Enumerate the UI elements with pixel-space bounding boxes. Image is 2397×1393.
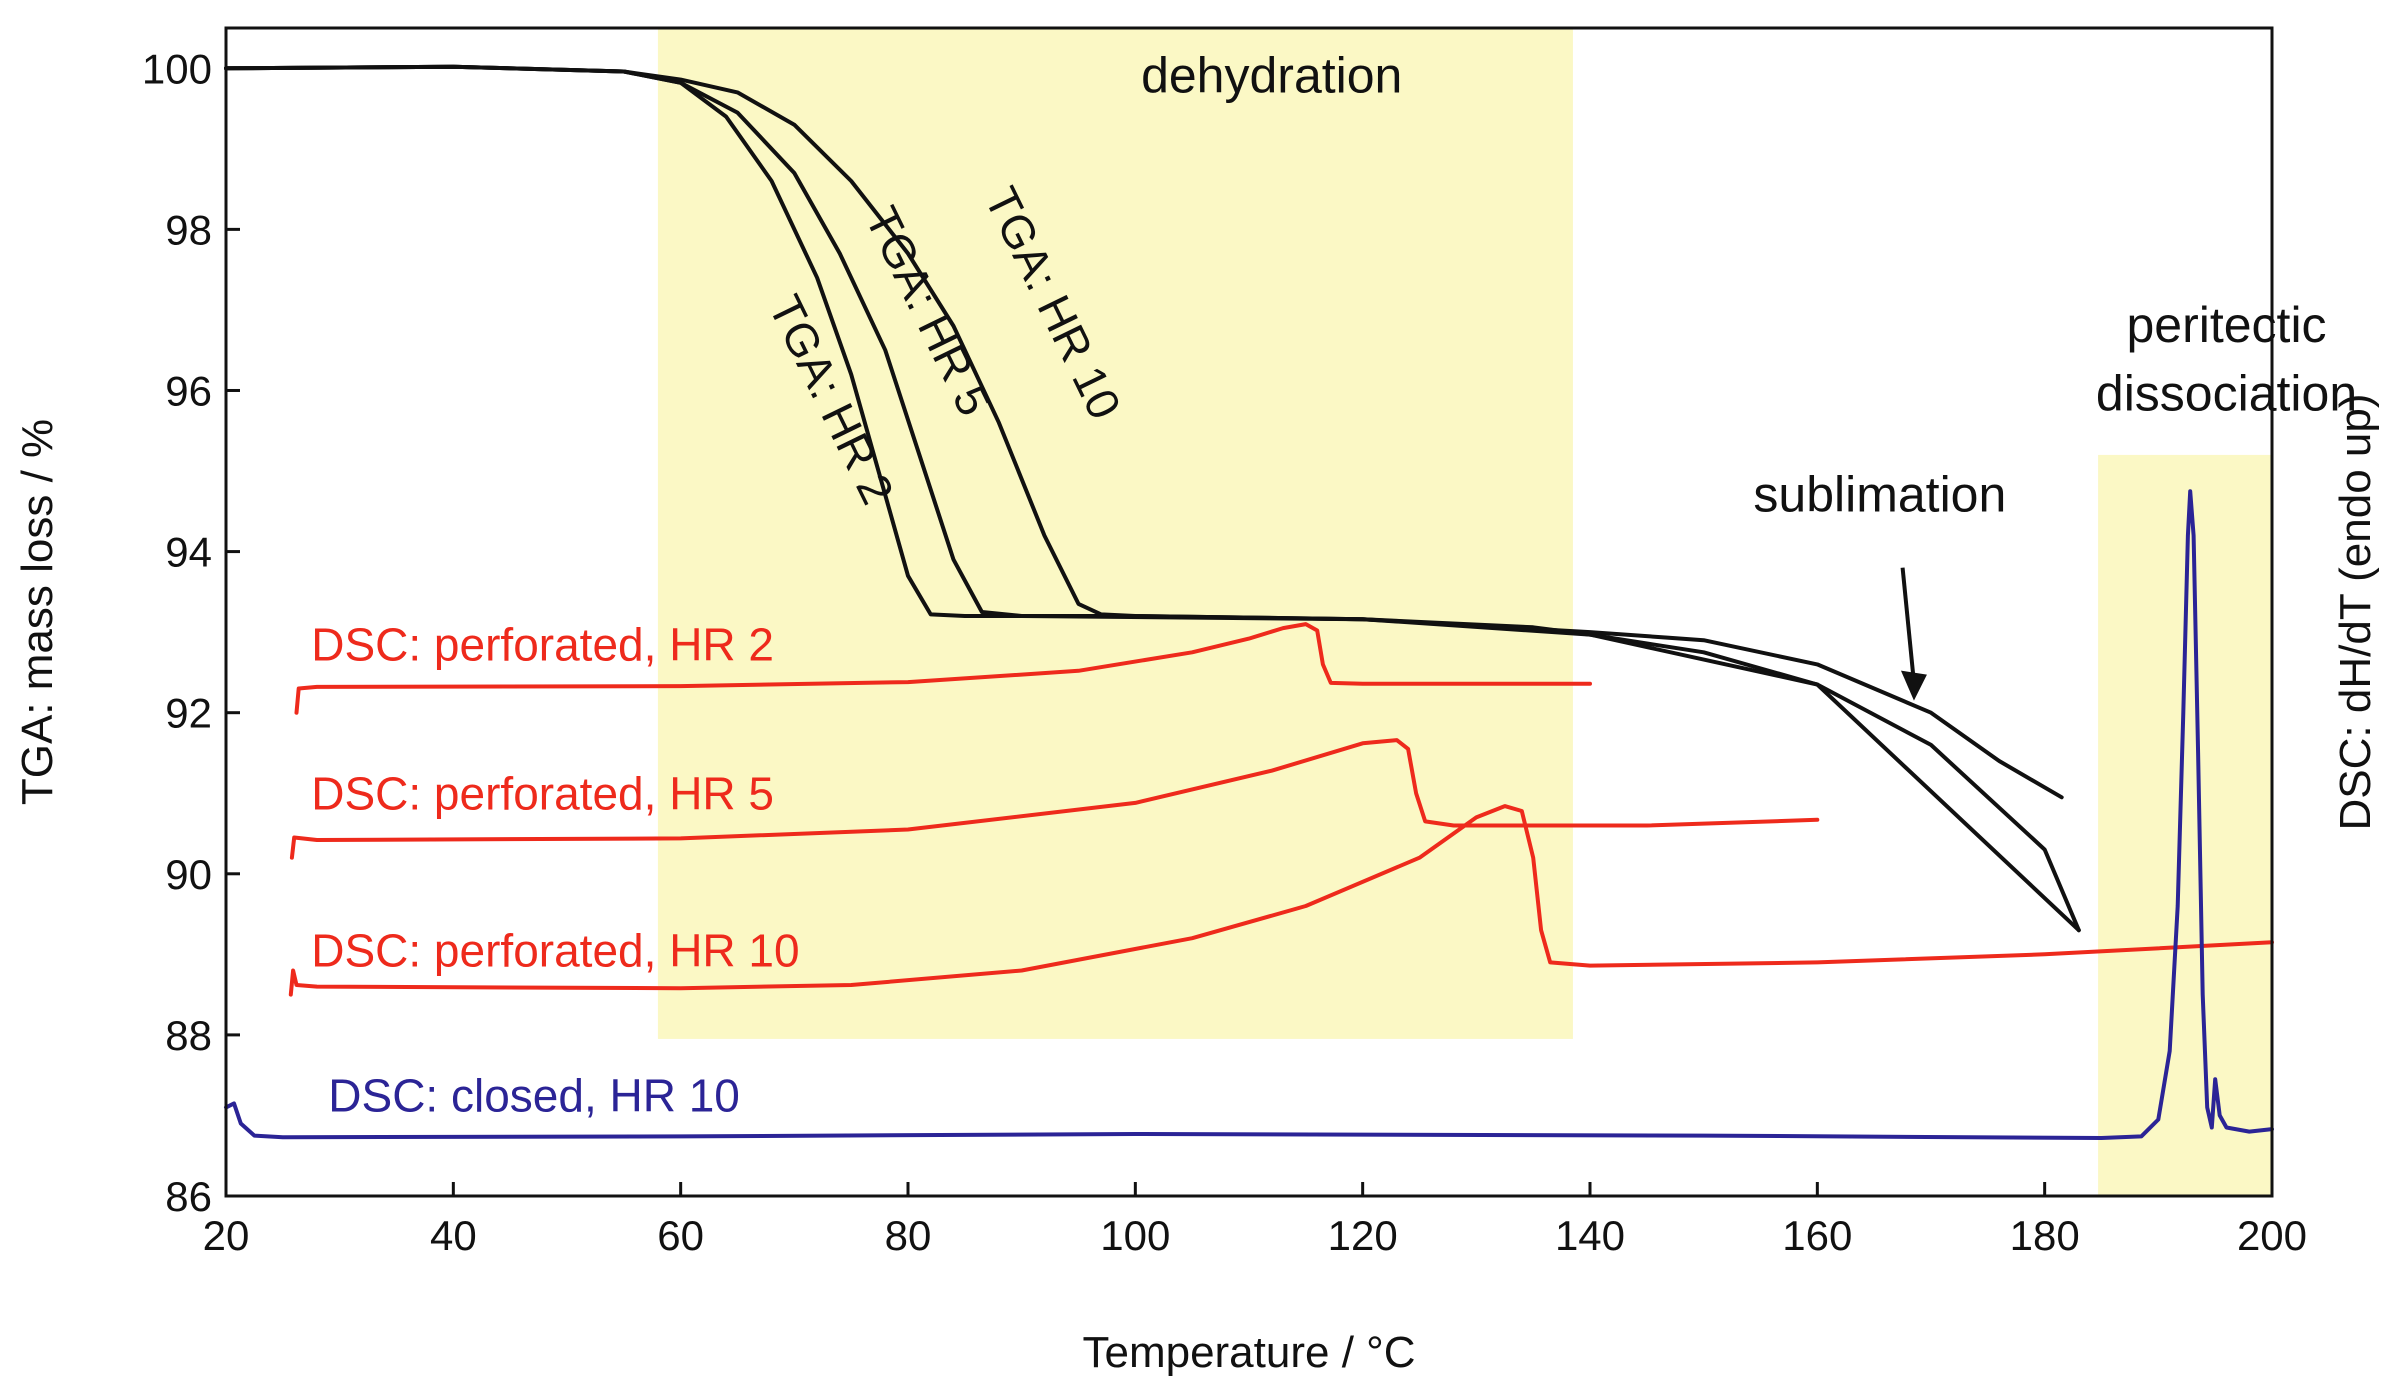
x-tick-label: 40: [430, 1212, 477, 1259]
annotation-peritectic: peritectic: [2126, 297, 2326, 353]
series-line-tga-hr-2: [224, 64, 2081, 933]
annotations: dehydration peritectic dissociation sublima…: [1141, 47, 2357, 701]
series-line-dsc-closed-hr-10: [224, 489, 2274, 1140]
plot-frame: [224, 26, 2274, 1198]
annotation-dehydration: dehydration: [1141, 47, 1402, 103]
y-tick-label: 86: [165, 1173, 212, 1220]
y-tick-label: 94: [165, 529, 212, 576]
x-axis: 20 40 60 80 100 120 140 160 180 200: [203, 1182, 2307, 1259]
x-tick-label: 180: [2010, 1212, 2080, 1259]
series-line-dsc-perforated-hr-5: [289, 738, 1820, 860]
series-label-dsc-perforated-hr-2: DSC: perforated, HR 2: [311, 618, 774, 670]
shaded-regions: [657, 28, 2272, 1196]
series-label-dsc-closed-hr-10: DSC: closed, HR 10: [328, 1069, 740, 1121]
x-tick-label: 100: [1100, 1212, 1170, 1259]
arrow-head-icon: [1900, 670, 1927, 701]
series-line-dsc-perforated-hr-10: [288, 804, 2274, 997]
y-tick-label: 98: [165, 206, 212, 253]
series-line-dsc-perforated-hr-2: [294, 622, 1592, 715]
y-tick-label: 96: [165, 367, 212, 414]
y-axis: 86 88 90 92 94 96 98 100: [142, 45, 240, 1220]
x-tick-label: 80: [885, 1212, 932, 1259]
x-tick-label: 120: [1328, 1212, 1398, 1259]
y-tick-label: 90: [165, 851, 212, 898]
shaded-region-dehydration: [657, 28, 1573, 1039]
y-tick-label: 100: [142, 45, 212, 92]
data-series: [224, 64, 2274, 1140]
x-tick-label: 20: [203, 1212, 250, 1259]
y-tick-label: 92: [165, 690, 212, 737]
series-label-dsc-perforated-hr-10: DSC: perforated, HR 10: [311, 924, 799, 976]
x-axis-title: Temperature / °C: [1082, 1328, 1415, 1377]
arrow-shaft: [1900, 567, 1916, 683]
x-tick-label: 140: [1555, 1212, 1625, 1259]
x-tick-label: 60: [657, 1212, 704, 1259]
y-axis-title-left: TGA: mass loss / %: [13, 419, 62, 805]
annotation-dissociation: dissociation: [2096, 366, 2357, 422]
x-tick-label: 200: [2237, 1212, 2307, 1259]
series-line-tga-hr-10: [224, 64, 2064, 800]
annotation-sublimation: sublimation: [1753, 466, 2006, 522]
y-tick-label: 88: [165, 1012, 212, 1059]
series-label-dsc-perforated-hr-5: DSC: perforated, HR 5: [311, 767, 774, 819]
shaded-region-peritectic-dissociation: [2098, 454, 2272, 1196]
y-axis-title-right: DSC: dH/dT (endo up): [2331, 394, 2380, 831]
x-tick-label: 160: [1782, 1212, 1852, 1259]
